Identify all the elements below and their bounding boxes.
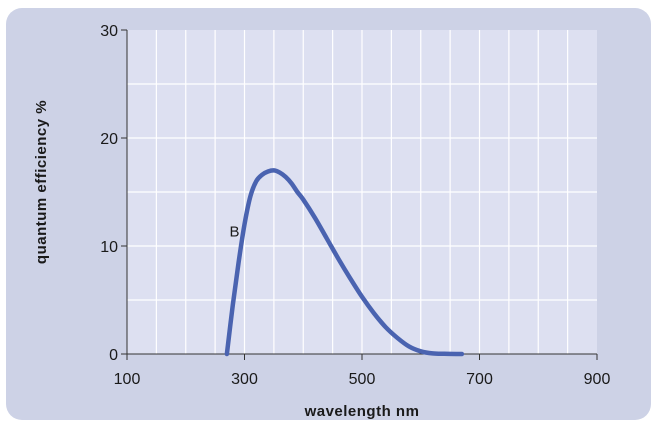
- x-tick-label: 300: [231, 371, 258, 388]
- y-tick-label: 10: [100, 239, 118, 256]
- x-tick-label: 500: [349, 371, 376, 388]
- y-tick-label: 0: [109, 347, 118, 364]
- series-label: B: [230, 223, 240, 240]
- y-tick-label: 30: [100, 23, 118, 40]
- x-tick-label: 900: [584, 371, 611, 388]
- axis-ticks: 100 300 500 700 900 0 10 20 30: [100, 23, 610, 388]
- series-lines: [224, 168, 465, 357]
- x-tick-label: 700: [466, 371, 493, 388]
- x-axis-title: wavelength nm: [304, 403, 420, 420]
- y-tick-label: 20: [100, 131, 118, 148]
- y-axis-title: quantum efficiency %: [33, 100, 50, 264]
- series-line-B: [224, 168, 465, 357]
- x-tick-label: 100: [114, 371, 141, 388]
